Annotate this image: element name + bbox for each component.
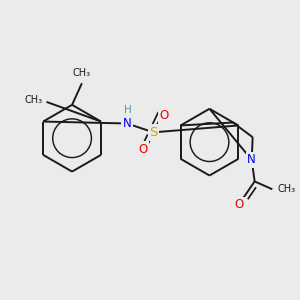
Text: CH₃: CH₃: [73, 68, 91, 78]
Text: H: H: [124, 105, 132, 115]
Text: O: O: [234, 199, 244, 212]
Text: O: O: [138, 142, 147, 155]
Text: S: S: [149, 126, 158, 139]
Text: N: N: [123, 117, 131, 130]
Text: O: O: [160, 109, 169, 122]
Text: CH₃: CH₃: [25, 95, 43, 105]
Text: CH₃: CH₃: [277, 184, 295, 194]
Text: N: N: [247, 153, 256, 166]
